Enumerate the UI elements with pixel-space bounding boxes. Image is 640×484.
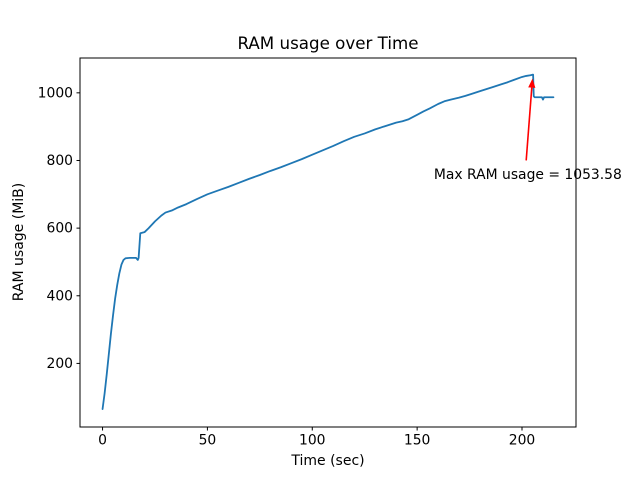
ram-usage-line	[101, 73, 555, 410]
x-tick-label: 200	[509, 433, 536, 449]
y-tick-label: 400	[46, 288, 73, 304]
chart-title: RAM usage over Time	[237, 33, 418, 53]
y-tick-label: 800	[46, 153, 73, 169]
x-tick-label: 100	[299, 433, 326, 449]
plot-area: 0 50 100 150 200 200 400 600 800 1000	[38, 57, 577, 449]
y-tick-label: 200	[46, 356, 73, 372]
axes-spines	[79, 57, 577, 428]
x-tick-label: 50	[199, 433, 217, 449]
x-tick-label: 150	[404, 433, 431, 449]
y-tick-label: 600	[46, 221, 73, 237]
x-axis-label: Time (sec)	[290, 453, 364, 469]
annotation-arrow-head	[528, 78, 536, 88]
max-ram-annotation-label: Max RAM usage = 1053.58	[434, 167, 622, 183]
annotation-arrow-shaft	[525, 87, 533, 161]
y-tick-label: 1000	[38, 85, 73, 101]
x-tick-label: 0	[98, 433, 107, 449]
y-axis-label: RAM usage (MiB)	[11, 183, 27, 301]
